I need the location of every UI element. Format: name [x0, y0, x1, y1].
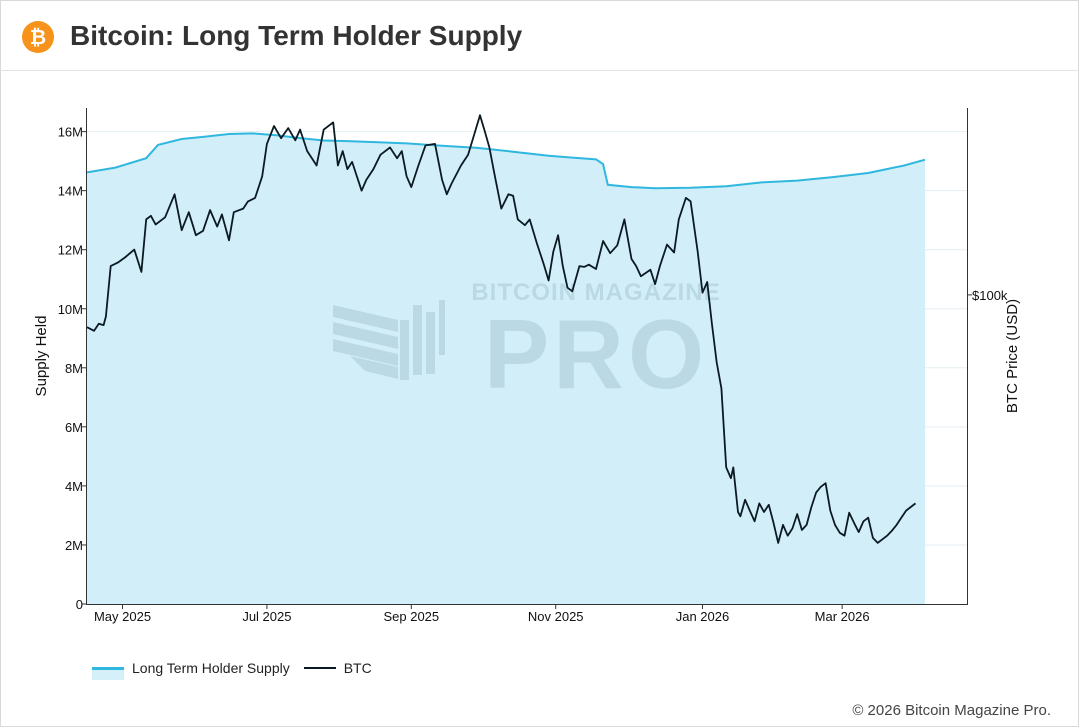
watermark: BITCOIN MAGAZINE PRO [333, 279, 720, 409]
bitcoin-logo-icon: ₿ [22, 21, 54, 53]
x-tick-label: Mar 2026 [815, 609, 870, 624]
y2-axis-label: BTC Price (USD) [1004, 299, 1021, 413]
btc-price-line [86, 114, 917, 544]
watermark-logo-icon [333, 300, 445, 380]
y-axis-ticks: 0 2M 4M 6M 8M 10M 12M 14M 16M [58, 125, 87, 612]
y-tick-label: 8M [65, 361, 83, 376]
y2-tick-label: $100k [972, 288, 1008, 303]
legend-label-lth[interactable]: Long Term Holder Supply [132, 660, 290, 676]
x-tick-label: Nov 2025 [528, 609, 584, 624]
legend-label-btc[interactable]: BTC [343, 660, 372, 676]
x-tick-label: Jan 2026 [676, 609, 730, 624]
y2-axis-ticks: $100k [967, 288, 1008, 303]
page-title: Bitcoin: Long Term Holder Supply [70, 20, 523, 51]
lth-supply-line [86, 132, 926, 190]
y-tick-label: 4M [65, 479, 83, 494]
lth-supply-area [87, 133, 925, 604]
legend-swatch-lth[interactable] [92, 666, 124, 680]
y-tick-label: 16M [58, 125, 83, 140]
y-tick-label: 6M [65, 420, 83, 435]
legend-swatch-btc[interactable] [303, 667, 336, 669]
y-tick-label: 2M [65, 538, 83, 553]
legend: Long Term Holder Supply BTC [92, 660, 372, 680]
x-axis-ticks: May 2025 Jul 2025 Sep 2025 Nov 2025 Jan 2026… [94, 604, 870, 624]
copyright: © 2026 Bitcoin Magazine Pro. [852, 702, 1051, 719]
y-tick-label: 0 [76, 597, 83, 612]
y-tick-label: 14M [58, 184, 83, 199]
chart-header: ₿ Bitcoin: Long Term Holder Supply [0, 0, 1079, 71]
y-tick-label: 12M [58, 243, 83, 258]
x-tick-label: Sep 2025 [383, 609, 439, 624]
y-tick-label: 10M [58, 302, 83, 317]
y-axis-label: Supply Held [33, 316, 50, 397]
watermark-line-2: PRO [484, 299, 708, 409]
watermark-line-1: BITCOIN MAGAZINE [471, 279, 720, 306]
x-tick-label: May 2025 [94, 609, 151, 624]
x-tick-label: Jul 2025 [242, 609, 291, 624]
